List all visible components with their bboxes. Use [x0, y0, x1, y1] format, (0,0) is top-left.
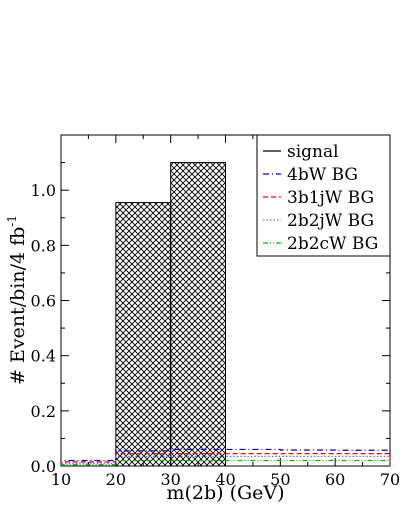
y-axis-label-main: # Event/bin/4 fb: [7, 227, 29, 385]
y-tick-labels: 0.0 0.2 0.4 0.6 0.8 1.0: [31, 181, 56, 476]
x-tick-labels: 10 20 30 40 50 60 70: [51, 470, 400, 489]
x-axis-label: m(2b) (GeV): [166, 482, 284, 504]
series-line: [60, 459, 391, 466]
y-tick-label: 1.0: [31, 181, 56, 200]
y-tick-label: 0.0: [31, 457, 56, 476]
legend: signal 4bW BG 3b1jW BG 2b2jW BG 2b2cW BG: [256, 134, 391, 257]
legend-label: 2b2jW BG: [287, 211, 374, 231]
y-axis-label: # Event/bin/4 fb-1: [5, 215, 29, 385]
legend-label: 4bW BG: [287, 165, 358, 185]
background-series: [60, 448, 391, 466]
legend-box: [256, 134, 391, 257]
series-line: [60, 448, 391, 466]
x-tick-label: 60: [325, 470, 345, 489]
x-tick-label: 50: [270, 470, 290, 489]
y-tick-label: 0.2: [31, 402, 56, 421]
y-tick-label: 0.6: [31, 292, 56, 311]
series-line: [60, 452, 391, 466]
x-tick-label: 70: [380, 470, 400, 489]
signal-bars: [115, 162, 227, 467]
signal-bar: [115, 202, 172, 467]
x-tick-label: 30: [160, 470, 180, 489]
legend-label: signal: [287, 142, 339, 162]
x-tick-label: 40: [215, 470, 235, 489]
y-axis-label-superscript: -1: [5, 215, 19, 227]
y-tick-label: 0.4: [31, 347, 56, 366]
signal-bar: [170, 162, 227, 467]
y-tick-label: 0.8: [31, 236, 56, 255]
legend-label: 2b2cW BG: [287, 234, 378, 254]
legend-label: 3b1jW BG: [287, 188, 374, 208]
x-tick-label: 20: [106, 470, 126, 489]
x-tick-label: 10: [51, 470, 71, 489]
